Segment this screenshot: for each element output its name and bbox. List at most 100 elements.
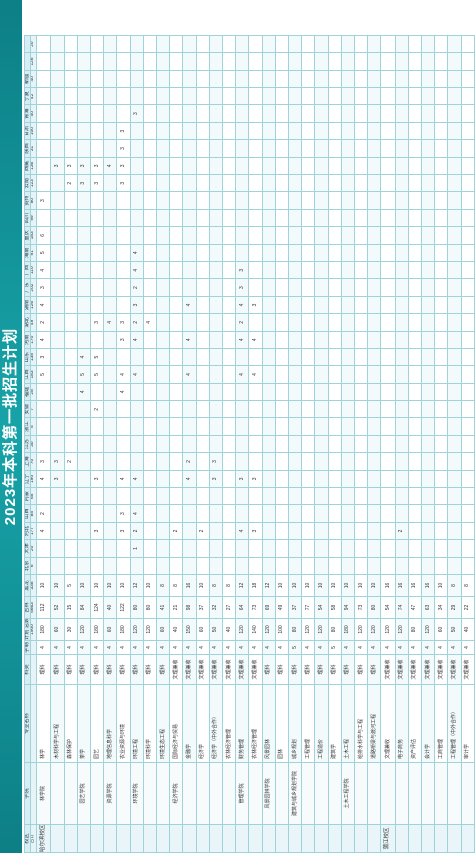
cell-value	[461, 157, 475, 175]
cell-value	[354, 313, 368, 332]
cell-major: 国际经济与贸易	[169, 684, 183, 763]
cell-plan: 60	[50, 618, 64, 641]
cell-value	[77, 244, 91, 262]
cell-value	[341, 331, 355, 349]
cell-value	[235, 487, 249, 505]
cell-value	[447, 104, 462, 123]
cell-value	[248, 348, 263, 366]
cell-value	[301, 365, 315, 384]
cell-value	[182, 417, 197, 436]
cell-value	[90, 383, 104, 401]
cell-value	[354, 331, 368, 349]
cell-value	[116, 487, 131, 505]
cell-value	[116, 87, 131, 105]
cell-value	[103, 504, 117, 523]
cell-category: 理科	[301, 654, 315, 685]
cell-college: 风景园林学院	[262, 762, 276, 825]
cell-value	[461, 365, 475, 384]
cell-value	[421, 539, 435, 558]
cell-value	[328, 70, 342, 88]
cell-major: 农林经济管理	[222, 684, 236, 763]
cell-value	[275, 174, 289, 192]
cell-value	[77, 417, 91, 436]
cell-value	[354, 244, 368, 262]
table-row: 环境学院 环境工程 理科 4 120 80 12 1 2 4 4 4 4 2 3 2 4 4 3	[130, 1, 144, 853]
cell-value	[354, 122, 368, 140]
cell-value	[421, 383, 435, 401]
cell-value	[367, 522, 381, 540]
cell-value	[77, 435, 91, 453]
cell-value	[64, 139, 78, 158]
cell-value	[50, 539, 64, 558]
cell-value	[64, 522, 78, 540]
cell-value	[248, 35, 263, 53]
cell-value: 3	[235, 470, 249, 488]
cell-value	[275, 470, 289, 488]
cell-value	[90, 87, 104, 105]
cell-value: 4	[130, 470, 144, 488]
cell-value	[447, 87, 462, 105]
cell-value	[156, 487, 170, 505]
cell-value	[222, 209, 236, 227]
cell-major: 会计学	[421, 684, 435, 763]
cell-value	[395, 174, 409, 192]
cell-value	[143, 435, 157, 453]
cell-value	[408, 174, 422, 192]
cell-value	[275, 313, 289, 332]
cell-value	[209, 487, 223, 505]
cell-value	[262, 244, 276, 262]
cell-value	[116, 400, 131, 418]
cell-category: 文理兼收	[380, 654, 396, 685]
cell-value	[262, 226, 276, 245]
cell-value	[143, 487, 157, 505]
cell-value	[209, 383, 223, 401]
cell-value: 10	[50, 574, 64, 597]
cell-value	[301, 487, 315, 505]
cell-value	[341, 296, 355, 314]
cell-value	[248, 104, 263, 123]
cell-value	[182, 70, 197, 88]
cell-value	[461, 191, 475, 210]
cell-value	[341, 122, 355, 140]
cell-value	[288, 365, 302, 384]
cell-plan: 60	[434, 618, 448, 641]
cell-college	[143, 762, 157, 825]
cell-value	[262, 261, 276, 279]
cell-value	[77, 539, 91, 558]
cell-value	[461, 226, 475, 245]
cell-value	[301, 278, 315, 297]
cell-value	[169, 348, 183, 366]
cell-value	[301, 348, 315, 366]
cell-value	[380, 244, 396, 262]
cell-value	[434, 122, 448, 140]
cell-value	[408, 365, 422, 384]
cell-value	[328, 365, 342, 384]
cell-value	[130, 174, 144, 192]
cell-value: 10	[367, 574, 381, 597]
cell-years: 4	[434, 640, 448, 655]
cell-value	[156, 70, 170, 88]
cell-category: 文理兼收	[461, 654, 475, 685]
cell-value	[434, 435, 448, 453]
cell-value	[156, 52, 170, 71]
cell-value	[367, 539, 381, 558]
cell-college	[248, 762, 263, 825]
cell-value: 10	[103, 574, 117, 597]
cell-value	[235, 383, 249, 401]
cell-value: 4	[130, 365, 144, 384]
cell-value	[395, 435, 409, 453]
cell-years: 4	[64, 640, 78, 655]
cell-campus	[288, 824, 302, 853]
cell-major: 工程造价	[314, 684, 329, 763]
cell-value	[103, 435, 117, 453]
cell-major: 土木工程	[341, 684, 355, 763]
cell-value	[130, 226, 144, 245]
cell-value	[341, 278, 355, 297]
cell-value	[447, 365, 462, 384]
cell-value	[262, 522, 276, 540]
cell-value	[248, 278, 263, 297]
cell-value	[182, 122, 197, 140]
cell-value	[169, 417, 183, 436]
cell-value	[275, 539, 289, 558]
cell-value	[421, 400, 435, 418]
